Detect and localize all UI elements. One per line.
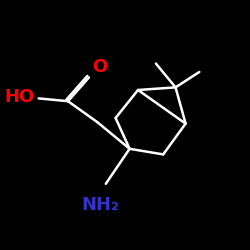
Text: O: O: [92, 58, 107, 76]
Text: NH₂: NH₂: [81, 196, 119, 214]
Text: HO: HO: [4, 88, 34, 106]
